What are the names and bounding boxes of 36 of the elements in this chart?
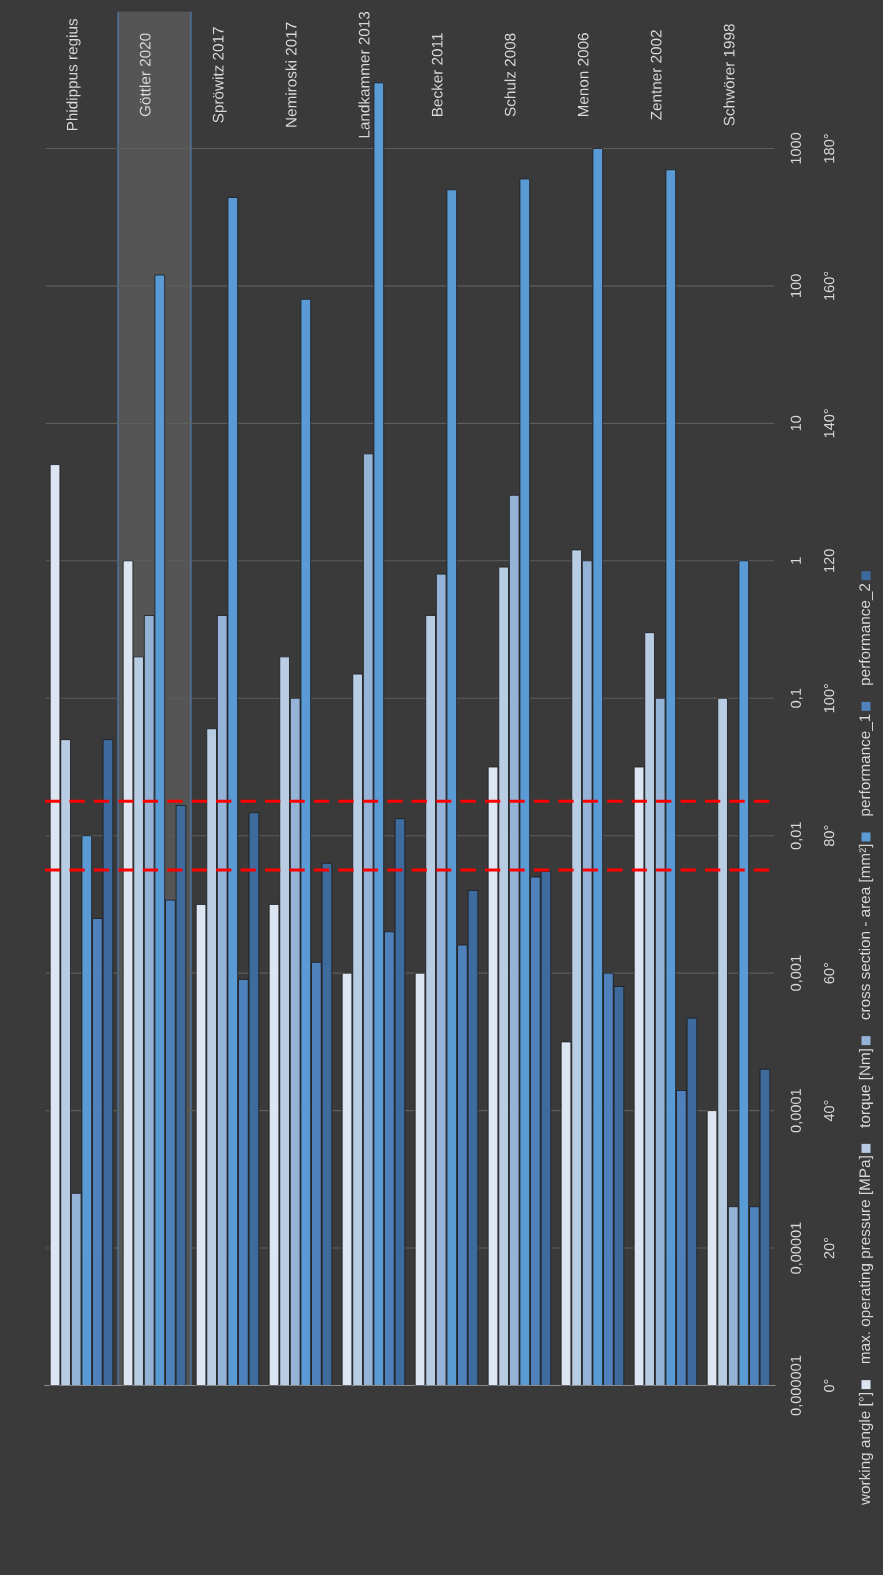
x-tick-label: Schwörer 1998 (723, 24, 735, 126)
y2-tick-label: 20° (824, 1237, 835, 1259)
y2-tick-label: 80° (824, 825, 835, 847)
y-tick-label: 0,01 (790, 822, 803, 850)
y2-tick-label: 0° (824, 1379, 835, 1392)
y-tick-label: 0,001 (790, 955, 803, 991)
x-tick-label: Menon 2006 (577, 33, 589, 117)
legend-label: working angle [°] (858, 1392, 874, 1506)
x-tick-label: Nemiroski 2017 (285, 22, 297, 127)
y-tick-label: 0,1 (790, 688, 803, 708)
y2-tick-label: 160° (824, 271, 835, 300)
y2-tick-label: 40° (824, 1100, 835, 1122)
y-tick-label: 0,00001 (790, 1222, 803, 1274)
legend-label: performance_2 (858, 583, 874, 685)
y2-tick-label: 100° (824, 684, 835, 713)
x-tick-label: Schulz 2008 (504, 33, 516, 117)
y2-tick-label: 60° (824, 963, 835, 984)
y-tick-label: 10 (790, 415, 801, 431)
y-tick-label: 1000 (790, 132, 801, 164)
x-tick-label: Spröwitz 2017 (212, 27, 227, 123)
y2-tick-label: 180° (824, 134, 835, 163)
y-tick-label: 1 (790, 557, 801, 564)
y-tick-label: 0,0001 (790, 1089, 803, 1133)
legend-label: torque [Nm] (858, 1049, 874, 1128)
y-tick-label: 100 (790, 274, 801, 297)
legend-label: max. operating pressure [MPa] (858, 1156, 874, 1364)
x-tick-label: Becker 2011 (431, 33, 443, 116)
y2-tick-label: 120 (824, 549, 835, 572)
x-tick-label: Landkammer 2013 (358, 11, 370, 138)
y-tick-label: 0,000001 (790, 1355, 803, 1416)
legend-label: performance_1 (858, 714, 874, 816)
legend-label: cross section - area [mm²] (858, 844, 874, 1020)
x-tick-label: Phidippus regius (66, 18, 81, 131)
x-tick-label: Göttler 2020 (139, 33, 151, 117)
x-tick-label: Zentner 2002 (650, 30, 662, 120)
y2-tick-label: 140° (824, 409, 835, 438)
